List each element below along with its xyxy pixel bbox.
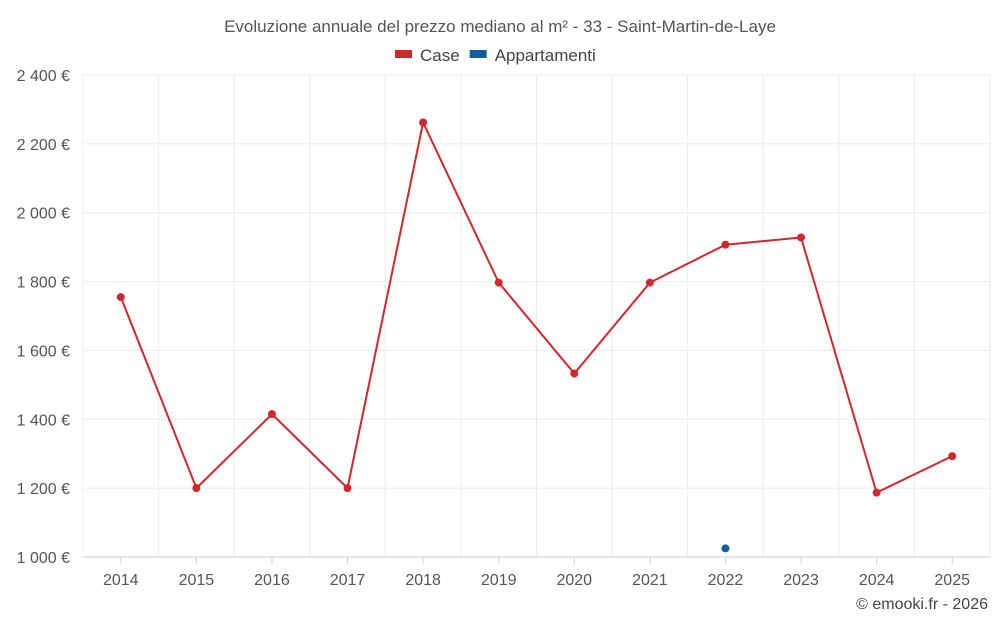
series-layer	[116, 118, 957, 553]
series-line-case	[119, 121, 953, 494]
data-point-appartamenti-2022[interactable]	[721, 544, 730, 553]
x-tick-label: 2021	[632, 572, 668, 589]
grid	[82, 74, 991, 558]
chart-title: Evoluzione annuale del prezzo mediano al…	[224, 17, 776, 36]
x-tick-label: 2019	[481, 572, 517, 589]
legend-label: Case	[420, 46, 460, 65]
series-appartamenti	[721, 544, 730, 553]
y-axis: 1 000 € 1 200 € 1 400 € 1 600 € 1 800 € 2 000…	[17, 68, 70, 567]
data-point-case-2023[interactable]	[797, 233, 806, 242]
y-tick-label: 1 800 €	[17, 275, 70, 292]
x-tick-label: 2018	[405, 572, 441, 589]
x-tick-label: 2024	[859, 572, 895, 589]
data-point-case-2025[interactable]	[948, 452, 957, 461]
data-point-case-2021[interactable]	[645, 278, 654, 287]
data-point-case-2020[interactable]	[570, 369, 579, 378]
y-tick-label: 1 400 €	[17, 412, 70, 429]
data-point-case-2015[interactable]	[192, 484, 201, 493]
legend: Case Appartamenti	[395, 46, 596, 65]
legend-item-appartamenti[interactable]: Appartamenti	[469, 46, 596, 65]
x-tick-label: 2020	[556, 572, 592, 589]
legend-swatch	[395, 50, 412, 58]
y-tick-label: 1 200 €	[17, 481, 70, 498]
legend-item-case[interactable]: Case	[395, 46, 460, 65]
legend-label: Appartamenti	[495, 46, 596, 65]
data-point-case-2022[interactable]	[721, 240, 730, 249]
x-tick-label: 2015	[179, 572, 215, 589]
data-point-case-2017[interactable]	[343, 484, 352, 493]
legend-swatch	[469, 50, 487, 58]
y-tick-label: 2 000 €	[17, 206, 70, 223]
data-point-case-2019[interactable]	[494, 278, 503, 287]
x-tick-label: 2014	[103, 572, 139, 589]
x-tick-label: 2022	[708, 572, 744, 589]
y-tick-label: 1 000 €	[17, 550, 70, 567]
credit-text: © emooki.fr - 2026	[856, 596, 988, 613]
data-point-case-2016[interactable]	[267, 410, 276, 419]
data-point-case-2024[interactable]	[872, 488, 881, 497]
x-tick-label: 2023	[783, 572, 819, 589]
data-point-case-2014[interactable]	[116, 293, 125, 302]
x-axis: 2014 2015 2016 2017 2018 2019 2020 2021 2022 2023…	[83, 556, 990, 589]
x-tick-label: 2017	[330, 572, 366, 589]
x-tick-label: 2016	[254, 572, 290, 589]
y-tick-label: 2 200 €	[17, 137, 70, 154]
y-tick-label: 1 600 €	[17, 343, 70, 360]
series-case	[116, 118, 957, 497]
x-tick-label: 2025	[934, 572, 970, 589]
data-point-case-2018[interactable]	[419, 118, 428, 127]
y-tick-label: 2 400 €	[17, 68, 70, 85]
